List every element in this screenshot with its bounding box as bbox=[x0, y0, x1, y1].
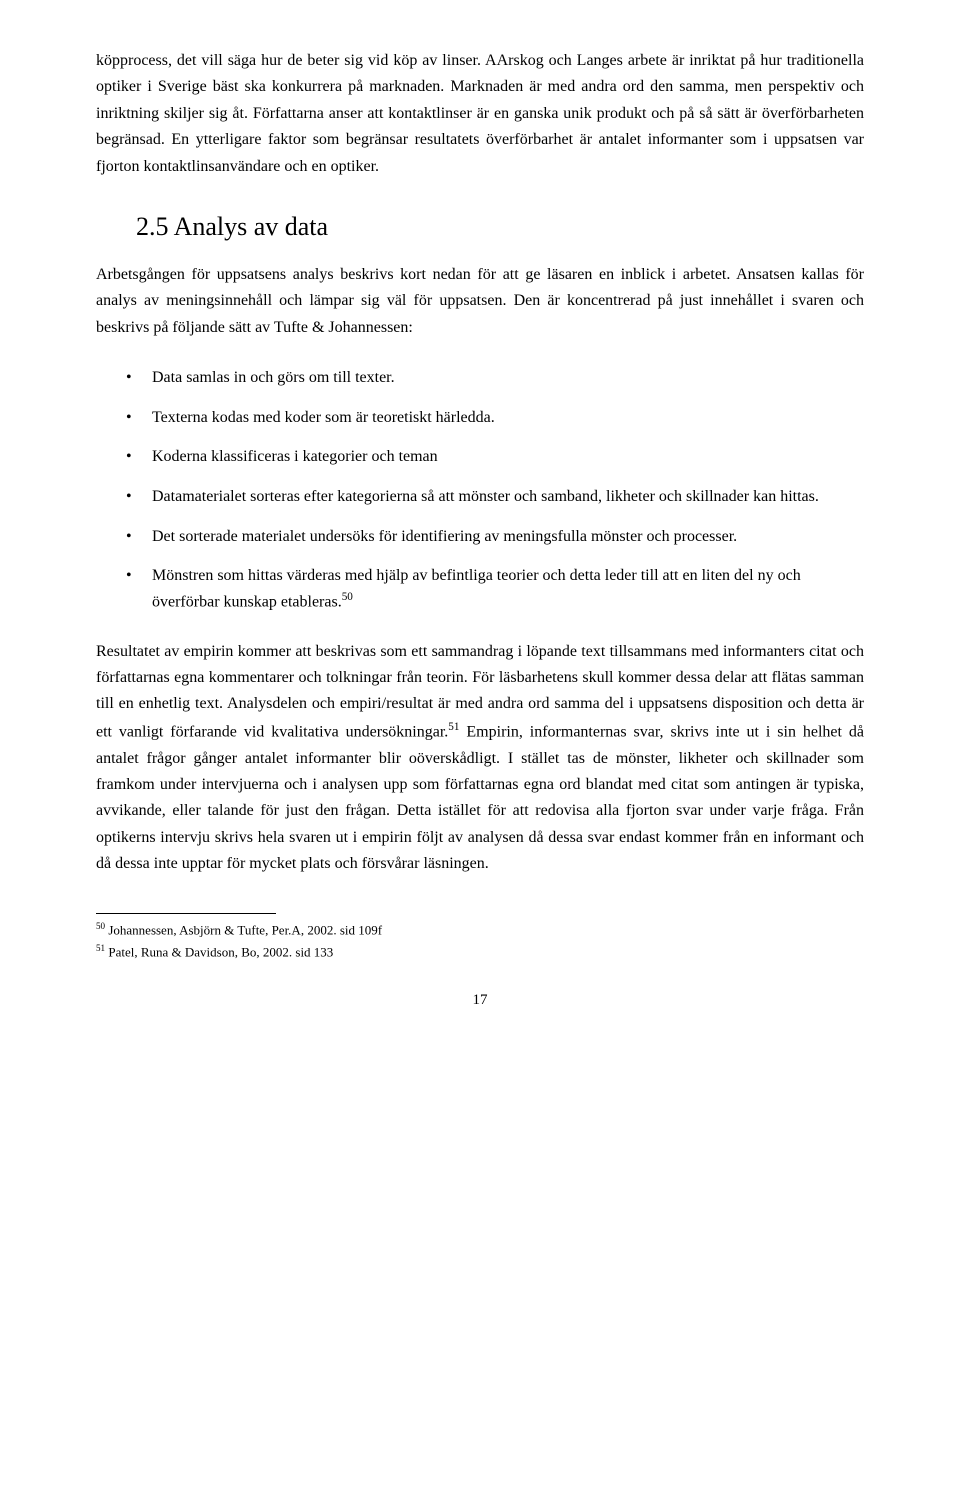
page-number: 17 bbox=[96, 992, 864, 1009]
footnote-text: Patel, Runa & Davidson, Bo, 2002. sid 13… bbox=[105, 945, 333, 960]
result-paragraph: Resultatet av empirin kommer att beskriv… bbox=[96, 639, 864, 878]
analysis-bullet-list: Data samlas in och görs om till texter. … bbox=[126, 365, 864, 614]
footnote-text: Johannessen, Asbjörn & Tufte, Per.A, 200… bbox=[105, 923, 382, 938]
analysis-intro-paragraph: Arbetsgången för uppsatsens analys beskr… bbox=[96, 262, 864, 341]
footnote-50: 50 Johannessen, Asbjörn & Tufte, Per.A, … bbox=[96, 920, 864, 940]
footnote-number: 50 bbox=[96, 921, 105, 931]
list-item: Det sorterade materialet undersöks för i… bbox=[126, 524, 864, 550]
result-paragraph-part-b: Empirin, informanternas svar, skrivs int… bbox=[96, 723, 864, 872]
section-heading: 2.5 Analys av data bbox=[136, 212, 864, 242]
footnote-ref-51: 51 bbox=[448, 721, 459, 733]
footnote-separator bbox=[96, 913, 276, 914]
list-item-text: Mönstren som hittas värderas med hjälp a… bbox=[152, 567, 801, 610]
footnote-ref-50: 50 bbox=[342, 591, 353, 603]
list-item: Mönstren som hittas värderas med hjälp a… bbox=[126, 563, 864, 615]
intro-paragraph: köpprocess, det vill säga hur de beter s… bbox=[96, 48, 864, 180]
footnote-51: 51 Patel, Runa & Davidson, Bo, 2002. sid… bbox=[96, 942, 864, 962]
list-item: Koderna klassificeras i kategorier och t… bbox=[126, 444, 864, 470]
list-item: Texterna kodas med koder som är teoretis… bbox=[126, 405, 864, 431]
footnote-number: 51 bbox=[96, 943, 105, 953]
list-item: Data samlas in och görs om till texter. bbox=[126, 365, 864, 391]
list-item: Datamaterialet sorteras efter kategorier… bbox=[126, 484, 864, 510]
